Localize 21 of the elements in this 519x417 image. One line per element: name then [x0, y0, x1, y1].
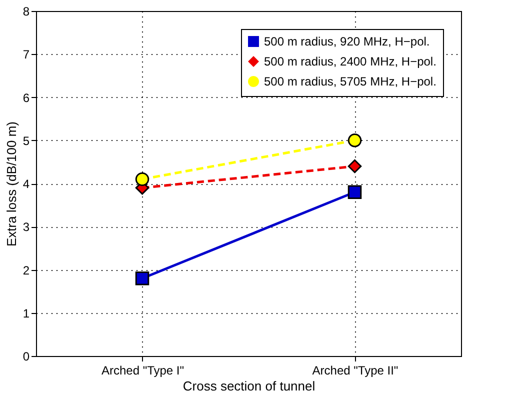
x-tick-label: Arched "Type I" [101, 364, 184, 378]
y-tick-label: 2 [22, 263, 30, 278]
legend-label: 500 m radius, 5705 MHz, H−pol. [264, 74, 436, 88]
y-axis-title: Extra loss (dB/100 m) [4, 122, 19, 246]
point [348, 134, 362, 148]
y-tick-label: 1 [22, 306, 30, 320]
legend-label: 500 m radius, 920 MHz, H−pol. [264, 34, 430, 48]
y-tick-label: 3 [22, 220, 30, 234]
x-tick-label: Arched "Type II" [312, 364, 398, 378]
x-axis-title: Cross section of tunnel [182, 378, 316, 394]
y-tick-label: 5 [22, 134, 30, 148]
y-tick-label: 4 [22, 177, 30, 191]
point [348, 159, 362, 174]
y-tick-label: 6 [22, 90, 30, 105]
point [135, 172, 150, 186]
y-tick-label: 8 [22, 4, 30, 18]
y-tick-label: 0 [22, 350, 30, 364]
y-tick-label: 7 [22, 48, 30, 62]
legend-label: 500 m radius, 2400 MHz, H−pol. [264, 54, 436, 68]
point [348, 185, 362, 199]
point [135, 272, 150, 286]
